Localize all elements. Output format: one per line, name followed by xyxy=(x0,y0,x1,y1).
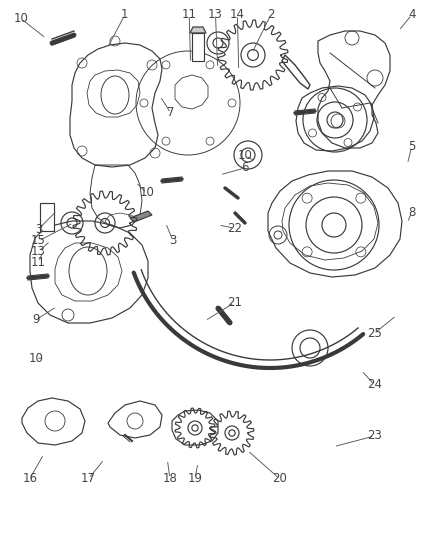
Text: 6: 6 xyxy=(241,161,249,174)
Text: 10: 10 xyxy=(238,149,253,162)
Text: 22: 22 xyxy=(227,222,242,235)
Text: 11: 11 xyxy=(182,9,197,21)
Text: 11: 11 xyxy=(31,256,46,269)
Text: 17: 17 xyxy=(81,472,96,485)
Text: 24: 24 xyxy=(367,378,382,391)
Text: 1: 1 xyxy=(121,9,129,21)
Bar xyxy=(40,203,54,231)
Text: 10: 10 xyxy=(14,12,28,25)
Text: 14: 14 xyxy=(230,9,245,21)
Text: 20: 20 xyxy=(272,472,287,485)
Text: 8: 8 xyxy=(408,206,415,219)
Polygon shape xyxy=(130,211,152,222)
Text: 19: 19 xyxy=(187,472,202,485)
Text: 9: 9 xyxy=(32,313,40,326)
Text: 10: 10 xyxy=(28,352,43,365)
Text: 16: 16 xyxy=(22,472,37,485)
Text: 5: 5 xyxy=(408,140,415,153)
Text: 18: 18 xyxy=(162,472,177,485)
Bar xyxy=(192,33,204,61)
Polygon shape xyxy=(190,27,206,33)
Text: 13: 13 xyxy=(31,245,46,258)
Text: 3: 3 xyxy=(170,235,177,247)
Text: 23: 23 xyxy=(367,430,382,442)
Text: 15: 15 xyxy=(31,235,46,247)
Text: 21: 21 xyxy=(227,296,242,309)
Text: 2: 2 xyxy=(267,9,275,21)
Text: 3: 3 xyxy=(35,223,42,236)
Text: 4: 4 xyxy=(408,9,416,21)
Text: 25: 25 xyxy=(367,327,382,340)
Text: 7: 7 xyxy=(167,107,175,119)
Text: 13: 13 xyxy=(208,9,223,21)
Text: 10: 10 xyxy=(139,187,154,199)
